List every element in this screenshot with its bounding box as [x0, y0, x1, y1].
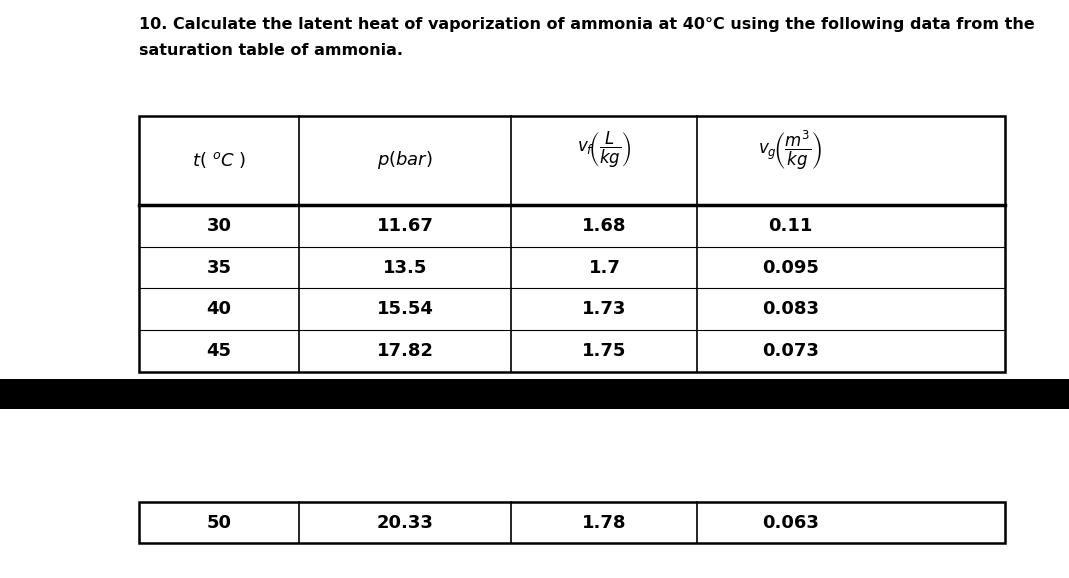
Text: 45: 45 [206, 342, 232, 360]
Text: 35: 35 [206, 258, 232, 277]
Text: $v_f\!\left(\dfrac{L}{kg}\right)$: $v_f\!\left(\dfrac{L}{kg}\right)$ [577, 130, 632, 170]
Text: 50: 50 [206, 513, 232, 532]
Text: 1.75: 1.75 [583, 342, 626, 360]
Text: 13.5: 13.5 [383, 258, 428, 277]
Text: 17.82: 17.82 [376, 342, 434, 360]
Text: 1.7: 1.7 [588, 258, 620, 277]
Text: 0.083: 0.083 [762, 300, 819, 318]
Text: $t(\ ^oC\ )$: $t(\ ^oC\ )$ [192, 150, 246, 171]
Text: 0.11: 0.11 [769, 217, 812, 235]
Text: 30: 30 [206, 217, 232, 235]
Text: 0.073: 0.073 [762, 342, 819, 360]
Text: 0.095: 0.095 [762, 258, 819, 277]
Text: $p(bar)$: $p(bar)$ [377, 149, 433, 172]
Text: 0.063: 0.063 [762, 513, 819, 532]
Text: 11.67: 11.67 [376, 217, 434, 235]
Text: 40: 40 [206, 300, 232, 318]
Text: 15.54: 15.54 [376, 300, 434, 318]
Text: 1.73: 1.73 [583, 300, 626, 318]
Text: 1.78: 1.78 [583, 513, 626, 532]
Text: 10. Calculate the latent heat of vaporization of ammonia at 40°C using the follo: 10. Calculate the latent heat of vaporiz… [139, 17, 1035, 32]
Text: $v_g\!\left(\dfrac{m^3}{kg}\right)$: $v_g\!\left(\dfrac{m^3}{kg}\right)$ [759, 128, 823, 172]
Text: 20.33: 20.33 [376, 513, 434, 532]
Text: saturation table of ammonia.: saturation table of ammonia. [139, 43, 403, 58]
Text: 1.68: 1.68 [583, 217, 626, 235]
